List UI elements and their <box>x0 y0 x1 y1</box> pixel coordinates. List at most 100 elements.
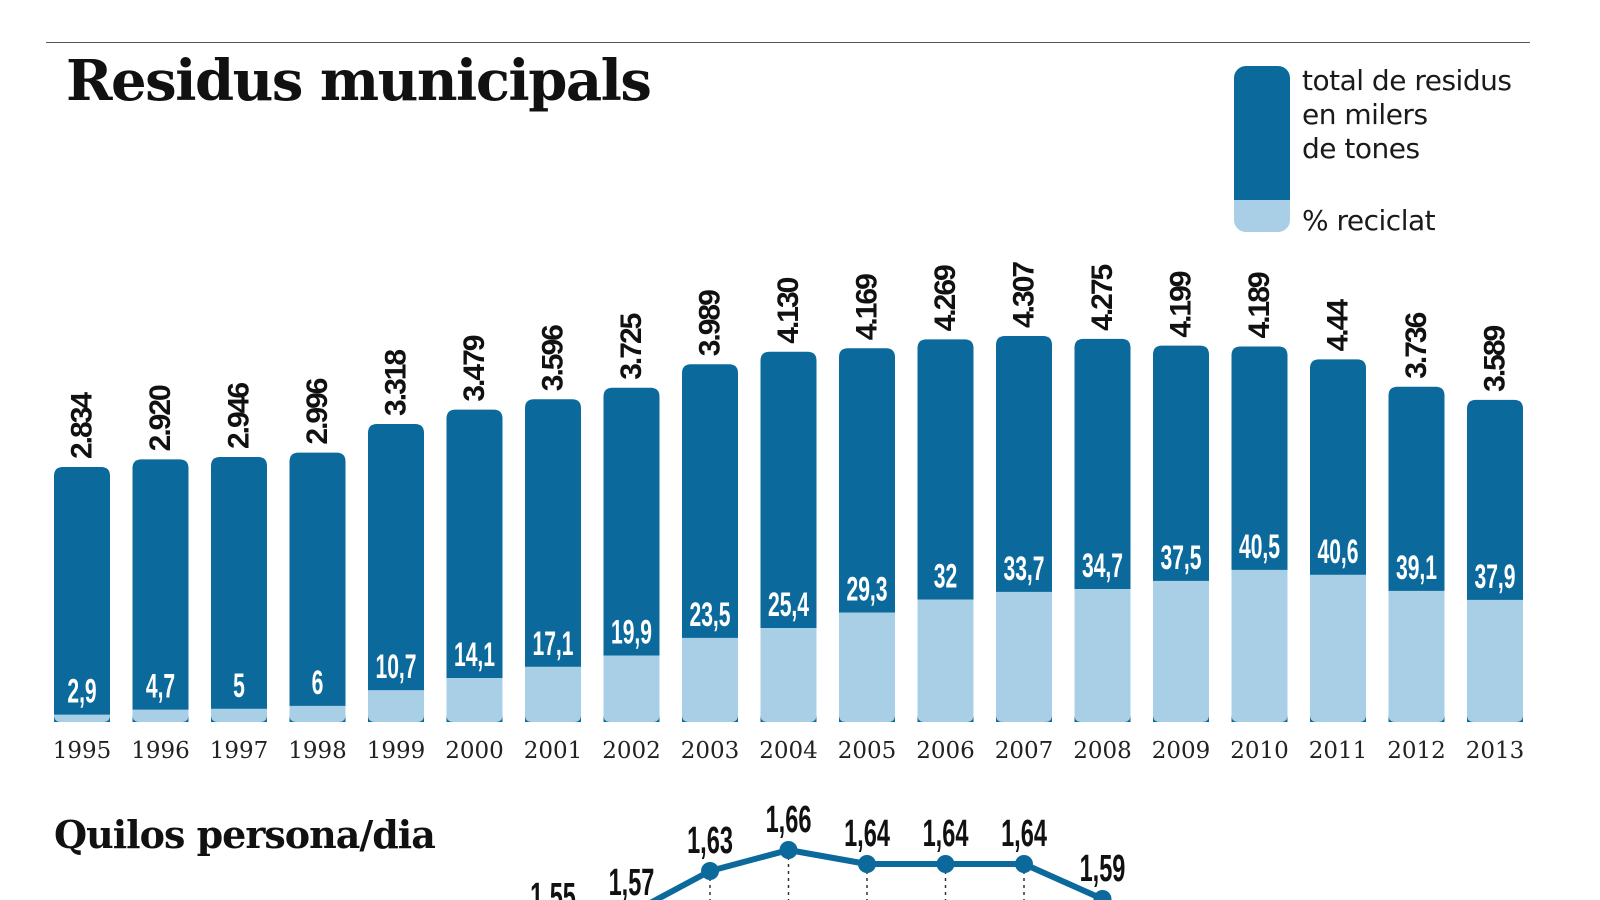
bar-total-label: 4.169 <box>851 274 884 340</box>
line-point <box>936 855 955 873</box>
bar-recycled-label: 19,9 <box>611 612 652 650</box>
bar-total <box>682 364 738 722</box>
bar-recycled <box>368 690 424 722</box>
line-point-label: 1,64 <box>923 811 969 854</box>
bar-recycled-label: 4,7 <box>146 666 175 704</box>
bar-recycled <box>132 709 189 722</box>
line-point-label: 1,64 <box>844 811 890 854</box>
bar-total-label: 2.834 <box>66 392 99 459</box>
bar-recycled <box>289 705 346 722</box>
year-tick-label: 2010 <box>1230 738 1289 764</box>
bar-recycled <box>1467 599 1523 722</box>
bar-recycled-label: 37,5 <box>1161 538 1202 576</box>
bar-recycled <box>996 591 1052 722</box>
bar-total <box>289 452 346 722</box>
line-point <box>858 855 876 873</box>
bar-recycled-label: 39,1 <box>1396 548 1437 586</box>
bar-recycled-label: 23,5 <box>690 595 731 633</box>
bar-recycled-label: 32 <box>934 556 957 594</box>
line-point-label: 1,66 <box>766 797 812 840</box>
bar-total-label: 4.269 <box>929 265 962 331</box>
year-tick-label: 1996 <box>131 738 190 764</box>
bar-total <box>132 459 189 722</box>
bar-total <box>603 387 660 722</box>
year-tick-label: 2000 <box>445 738 504 764</box>
year-tick-label: 1995 <box>53 738 112 764</box>
line-point-label: 1,55 <box>530 874 576 900</box>
bar-recycled-label: 34,7 <box>1082 546 1123 584</box>
legend-label-total-line-2: en milers <box>1302 98 1428 131</box>
bar-total-label: 3.989 <box>694 290 727 356</box>
year-tick-label: 1997 <box>210 738 269 764</box>
bar-total-label: 4.307 <box>1008 262 1041 328</box>
line-point <box>779 841 798 859</box>
year-tick-label: 2002 <box>602 738 661 764</box>
bar-recycled-label: 14,1 <box>454 635 495 673</box>
bar-total <box>54 467 110 722</box>
line-point-label: 1,64 <box>1001 811 1047 854</box>
year-tick-label: 2004 <box>759 738 818 764</box>
line-series <box>649 847 1104 900</box>
line-point-label: 1,63 <box>687 818 733 861</box>
bar-recycled <box>682 637 738 722</box>
bar-recycled <box>1153 580 1209 722</box>
bar-recycled <box>446 677 503 722</box>
year-tick-label: 2005 <box>838 738 897 764</box>
bar-recycled <box>839 612 895 722</box>
bar-recycled-label: 33,7 <box>1004 549 1045 587</box>
bar-total-label: 3.596 <box>537 325 570 391</box>
bar-total-label: 3.736 <box>1400 312 1433 378</box>
line-point-label: 1,57 <box>609 860 655 900</box>
line-point <box>701 862 719 880</box>
bar-total-label: 3.725 <box>615 313 648 379</box>
line-chart-title: Quilos persona/dia <box>54 812 436 857</box>
bar-total <box>211 457 267 722</box>
bar-recycled-label: 25,4 <box>768 585 809 623</box>
bar-recycled <box>211 708 267 722</box>
bar-total-label: 3.318 <box>380 350 413 416</box>
bar-total <box>446 409 503 722</box>
line-point <box>1093 890 1112 900</box>
bar-recycled-label: 40,6 <box>1318 532 1359 570</box>
bar-recycled <box>917 599 974 722</box>
year-tick-label: 2006 <box>916 738 975 764</box>
bar-recycled-label: 10,7 <box>376 647 417 685</box>
line-point <box>1015 855 1033 873</box>
bar-recycled-label: 29,3 <box>847 569 888 607</box>
bar-total-label: 4.189 <box>1243 272 1276 338</box>
bar-total-label: 4.130 <box>772 277 805 343</box>
bar-recycled <box>1310 574 1366 722</box>
year-tick-label: 2003 <box>681 738 740 764</box>
bar-total-label: 2.996 <box>301 378 334 444</box>
bar-recycled <box>525 666 581 722</box>
year-tick-label: 2001 <box>524 738 583 764</box>
bar-total-label: 3.479 <box>458 335 491 401</box>
bar-recycled <box>1388 590 1445 722</box>
year-tick-label: 2013 <box>1466 738 1525 764</box>
bar-recycled-label: 6 <box>312 663 324 701</box>
top-rule <box>46 42 1530 43</box>
bar-total-label: 4.199 <box>1165 271 1198 337</box>
bar-recycled-label: 40,5 <box>1239 527 1280 565</box>
line-point-label: 1,59 <box>1080 846 1126 889</box>
legend-label-total-line-3: de tones <box>1302 132 1420 165</box>
bar-total <box>368 423 424 722</box>
bar-recycled <box>1074 589 1131 722</box>
year-tick-label: 2012 <box>1387 738 1446 764</box>
bar-recycled-label: 17,1 <box>533 624 574 662</box>
bar-recycled <box>603 655 660 722</box>
bar-total-label: 2.946 <box>223 383 256 449</box>
bar-total-label: 3.589 <box>1479 325 1512 391</box>
bar-total-label: 2.920 <box>144 385 177 451</box>
bar-recycled <box>54 714 110 722</box>
year-tick-label: 2008 <box>1073 738 1132 764</box>
year-tick-label: 2009 <box>1152 738 1211 764</box>
bar-total-label: 4.275 <box>1086 264 1119 330</box>
year-tick-label: 2007 <box>995 738 1054 764</box>
legend-swatch-recycled <box>1234 200 1290 232</box>
bar-recycled-label: 2,9 <box>67 671 96 709</box>
bar-recycled-label: 5 <box>233 666 245 704</box>
year-tick-label: 1999 <box>367 738 426 764</box>
legend-label-recycled: % reciclat <box>1302 204 1436 237</box>
